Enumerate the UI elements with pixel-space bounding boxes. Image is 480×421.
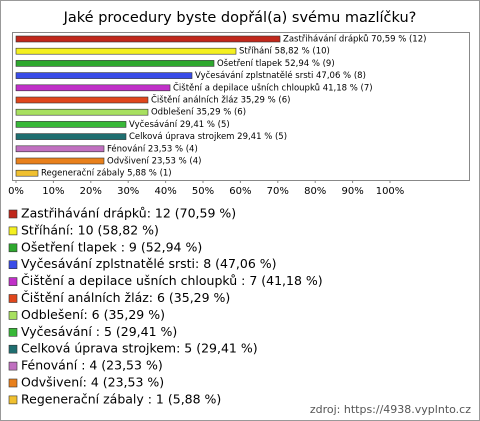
data-label: Vyčesávání 29,41 % (5) [129, 119, 230, 130]
bar [15, 169, 39, 177]
legend-label: Zastřihávání drápků: 12 (70,59 %) [21, 206, 236, 221]
x-tick-label: 60% [229, 186, 251, 197]
x-tick-label: 30% [117, 186, 139, 197]
x-tick-label: 100% [376, 186, 405, 197]
data-label: Odblešení 35,29 % (6) [151, 107, 246, 118]
bar [15, 145, 105, 153]
legend-label: Vyčesávání : 5 (29,41 %) [21, 324, 177, 339]
x-tick-label: 0% [8, 186, 24, 197]
data-label: Vyčesávání zplstnatělé srsti 47,06 % (8) [195, 70, 366, 81]
x-tick-label: 50% [192, 186, 214, 197]
x-tick-label: 20% [80, 186, 102, 197]
legend-label: Čištění a depilace ušních chloupků : 7 (… [21, 273, 323, 288]
bar [15, 157, 105, 165]
x-tick-label: 10% [42, 186, 64, 197]
legend-swatch [8, 294, 18, 303]
bar [15, 35, 281, 43]
plot-frame [12, 32, 470, 181]
legend-label: Odvšivení: 4 (23,53 %) [21, 375, 164, 390]
bar [15, 47, 237, 55]
chart-title: Jaké procedury byste dopřál(a) svému maz… [63, 10, 417, 26]
legend-swatch [8, 226, 18, 236]
legend-swatch [8, 344, 18, 354]
data-label: Regenerační zábaly 5,88 % (1) [41, 168, 172, 179]
source: zdroj: https://4938.vyplnto.cz [310, 403, 471, 416]
x-tick-label: 70% [267, 186, 289, 197]
x-tick-label: 40% [154, 186, 176, 197]
bar [15, 84, 171, 92]
bar [15, 121, 127, 128]
legend-swatch [8, 260, 18, 270]
data-label: Celková úprava strojkem 29,41 % (5) [129, 132, 287, 142]
legend-label: Regenerační zábaly : 1 (5,88 %) [21, 391, 221, 406]
data-label: Odvšivení 23,53 % (4) [107, 156, 201, 167]
legend-swatch [8, 378, 18, 388]
data-label: Fénování 23,53 % (4) [107, 143, 198, 154]
legend-swatch [8, 311, 18, 320]
legend-swatch [8, 395, 18, 405]
x-tick-label: 90% [341, 186, 363, 197]
data-label: Čištění a depilace ušních chloupků 41,18… [173, 81, 373, 93]
data-label: Ošetření tlapek 52,94 % (9) [217, 58, 335, 69]
bar [15, 108, 149, 116]
data-label: Čištění análních žláz 35,29 % (6) [151, 94, 290, 106]
bar [15, 72, 193, 79]
legend-swatch [8, 277, 18, 286]
legend-label: Fénování : 4 (23,53 %) [21, 358, 163, 373]
legend-label: Ošetření tlapek : 9 (52,94 %) [21, 239, 202, 254]
data-label: Stříhání 58,82 % (10) [239, 47, 330, 57]
legend-swatch [8, 209, 18, 219]
legend-label: Čištění análních žláz: 6 (35,29 %) [21, 290, 230, 305]
legend-label: Odblešení: 6 (35,29 %) [21, 307, 165, 322]
legend-label: Celková úprava strojkem: 5 (29,41 %) [21, 341, 258, 356]
bar [15, 133, 127, 140]
legend-label: Stříhání: 10 (58,82 %) [21, 222, 159, 237]
bar [15, 96, 149, 104]
x-tick-label: 80% [304, 186, 326, 197]
legend-swatch [8, 243, 18, 253]
legend-swatch [8, 327, 18, 337]
legend-label: Vyčesávání zplstnatělé srsti: 8 (47,06 %… [21, 256, 277, 271]
data-label: Zastřihávání drápků 70,59 % (12) [283, 34, 426, 45]
bar [15, 60, 215, 67]
legend-swatch [8, 361, 18, 371]
